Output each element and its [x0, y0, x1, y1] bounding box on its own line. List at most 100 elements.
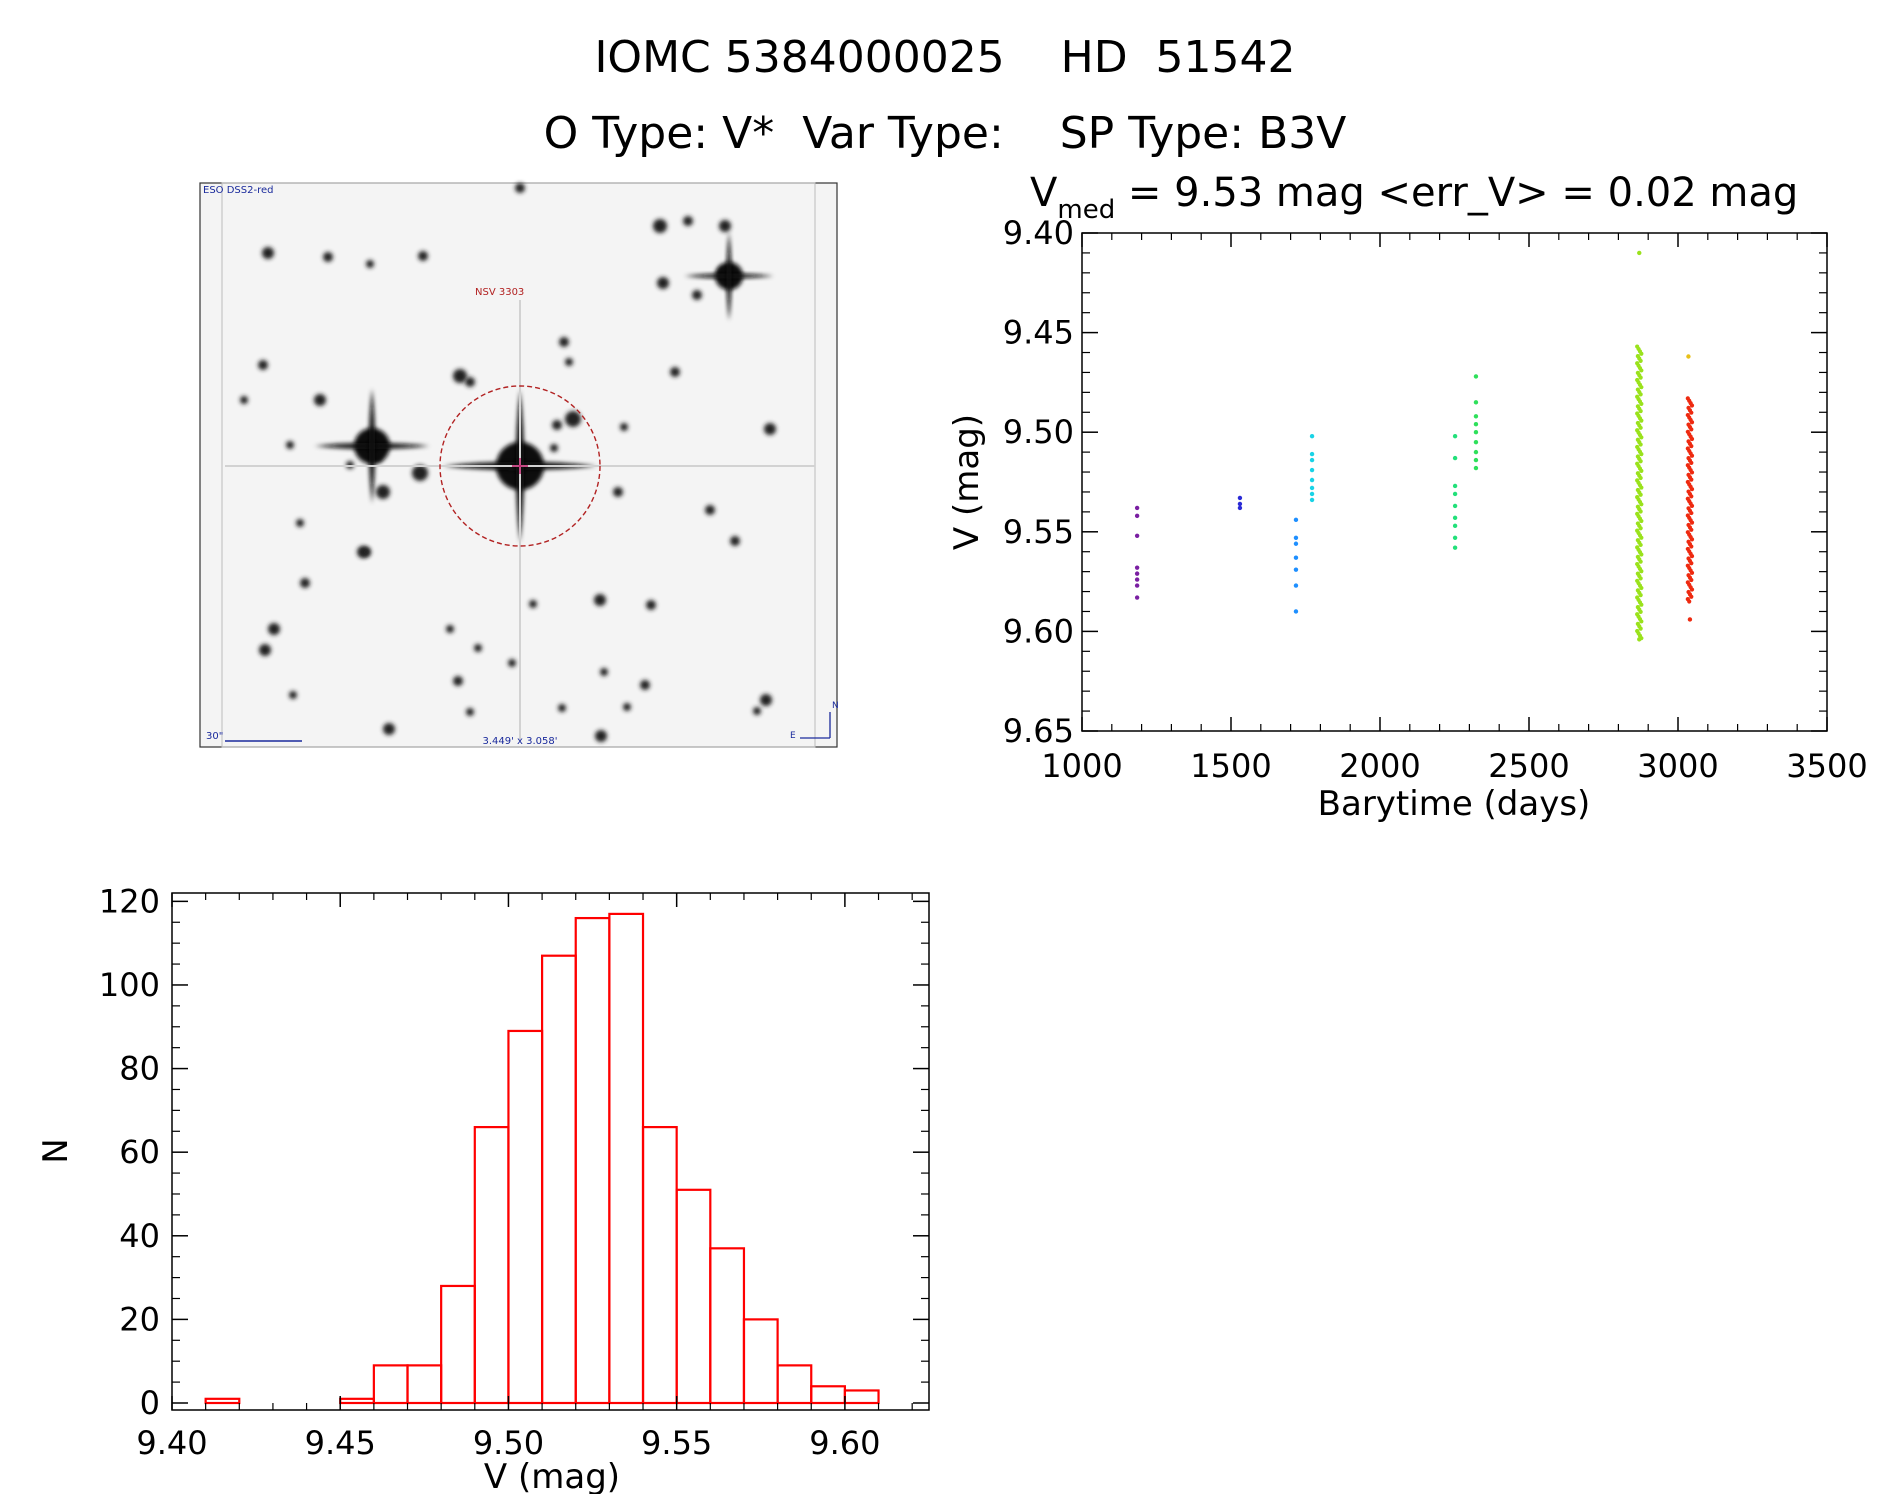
hist-bar-15	[709, 1247, 746, 1405]
star-49	[640, 680, 650, 690]
lc-point-s7-band-10	[1689, 420, 1695, 425]
hist-bar-9	[507, 1029, 544, 1405]
lc-point-s6-band-87	[1639, 552, 1644, 557]
hist-bar-19	[843, 1389, 880, 1405]
lc-point-s0-7	[1134, 595, 1140, 600]
star-28	[300, 578, 310, 588]
star-37	[594, 594, 606, 606]
lc-point-s7-band-66	[1689, 554, 1695, 559]
lc-ytick-label-1: 9.45	[1003, 314, 1074, 352]
hist-bar-5	[372, 1364, 409, 1405]
lc-point-s1-2	[1237, 505, 1243, 511]
lc-point-s5-8	[1473, 465, 1479, 471]
lc-point-s7-band-31	[1689, 470, 1695, 475]
bright-star-0	[314, 388, 430, 504]
star-24	[412, 465, 428, 481]
lc-point-s2-5	[1293, 583, 1299, 588]
star-46	[600, 668, 608, 676]
lc-point-s6-band-73	[1639, 518, 1644, 524]
lc-point-s7-band-24	[1689, 453, 1695, 458]
lc-point-s6-band-62	[1638, 492, 1643, 497]
lc-point-s6-band-55	[1638, 475, 1643, 481]
lc-point-s6-band-27	[1638, 408, 1643, 414]
hist-xtick-label-2: 9.50	[473, 1424, 544, 1462]
finder-fov-label: 3.449' x 3.058'	[482, 736, 557, 747]
lc-point-s6-band-41	[1638, 442, 1643, 447]
lc-point-s6-band-76	[1638, 526, 1643, 531]
finder-scale-label: 30"	[206, 731, 223, 742]
star-50	[508, 659, 516, 667]
hist-ytick-label-2: 40	[119, 1217, 160, 1255]
hist-ytick-label-0: 0	[140, 1384, 160, 1422]
lc-point-s0-6	[1134, 583, 1140, 588]
star-39	[623, 703, 631, 711]
star-1	[323, 252, 333, 262]
star-30	[259, 644, 271, 656]
lc-point-s3-6	[1309, 491, 1315, 497]
lc-xlabel: Barytime (days)	[1318, 784, 1591, 824]
lc-ytick-label-2: 9.50	[1003, 413, 1074, 451]
star-9	[692, 290, 702, 300]
lc-point-s2-3	[1293, 555, 1299, 560]
lc-ytick-label-3: 9.55	[1003, 513, 1074, 551]
lc-ylabel: V (mag)	[947, 414, 987, 550]
lc-point-s4-6	[1452, 523, 1458, 529]
star-19	[620, 423, 628, 431]
star-53	[240, 396, 248, 404]
lc-xtick-label-0: 1000	[1041, 747, 1122, 785]
lc-point-s6-band-101	[1639, 585, 1644, 591]
star-54	[670, 367, 680, 377]
hist-bar-8	[473, 1125, 510, 1405]
header-line-1: IOMC 5384000025 HD 51542	[594, 32, 1295, 83]
hist-ylabel: N	[36, 1138, 76, 1163]
star-8	[657, 277, 669, 289]
star-40	[646, 600, 656, 610]
star-52	[286, 441, 294, 449]
lc-point-s7-band-52	[1689, 520, 1695, 525]
lc-point-s7-band-38	[1689, 487, 1695, 492]
star-15	[465, 377, 475, 387]
lc-point-s1-0	[1237, 495, 1243, 501]
lc-point-s7-band-13	[1689, 427, 1694, 432]
star-38	[595, 730, 607, 742]
lc-point-s5-2	[1473, 414, 1479, 419]
star-29	[268, 623, 280, 635]
lc-point-s5-1	[1473, 400, 1479, 405]
target-circle	[439, 385, 601, 547]
lc-point-s6-band-66	[1639, 502, 1644, 507]
lc-xtick-label-2: 2000	[1339, 747, 1420, 785]
lc-point-s4-1	[1452, 455, 1458, 461]
hist-bar-4	[339, 1397, 375, 1405]
star-field	[240, 183, 776, 742]
lc-point-s8-0	[1686, 354, 1691, 359]
compass-icon: N E	[790, 701, 839, 741]
header-line-2: O Type: V* Var Type: SP Type: B3V	[544, 108, 1347, 159]
lc-point-s6-band-3	[1639, 351, 1644, 356]
lc-point-s7-band-55	[1689, 527, 1694, 532]
star-0	[262, 247, 274, 259]
lc-points	[1134, 250, 1695, 642]
star-11	[258, 360, 268, 370]
lc-point-s3-3	[1309, 467, 1315, 473]
lc-plot-frame	[1081, 232, 1828, 732]
star-44	[760, 694, 772, 706]
lc-point-s2-4	[1293, 567, 1299, 572]
lc-point-s7-band-62	[1689, 544, 1694, 549]
lc-point-s6-band-17	[1639, 385, 1644, 390]
lc-point-s6-band-6	[1638, 358, 1643, 363]
lc-xtick-label-5: 3500	[1786, 747, 1867, 785]
lc-point-s6-band-13	[1638, 375, 1643, 380]
lc-point-s7-band-45	[1689, 503, 1695, 509]
star-41	[705, 505, 715, 515]
hist-xtick-label-0: 9.40	[136, 1424, 207, 1462]
lc-point-s7-band-48	[1689, 510, 1694, 516]
lc-point-s5-6	[1473, 449, 1479, 455]
compass-east-label: E	[790, 731, 796, 741]
star-3	[418, 251, 428, 261]
lc-ticks: 1000 1500 2000 2500 3000 3500 9.40 9.45 9.50 9.55…	[1003, 214, 1868, 785]
lc-ytick-label-0: 9.40	[1003, 214, 1074, 252]
lc-point-s7-band-76	[1689, 577, 1694, 583]
star-45	[753, 707, 761, 715]
star-36	[529, 600, 537, 608]
lc-point-s6-band-104	[1638, 593, 1643, 598]
